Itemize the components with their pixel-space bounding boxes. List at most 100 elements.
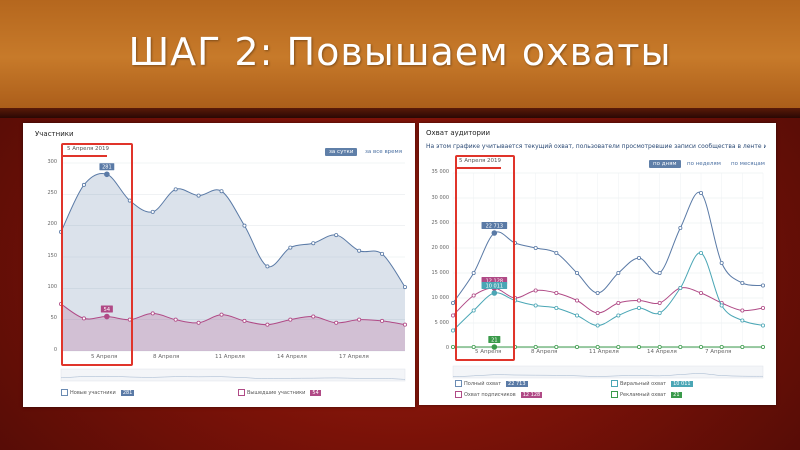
members-chart: 281 54 xyxy=(59,162,407,382)
x-tick: 7 Апреля xyxy=(705,349,732,355)
value-badge-text: 21 xyxy=(491,337,497,343)
legend-label: Вышедшие участники xyxy=(247,389,306,396)
members-chart-panel: 281 54 Участники 5 Апреля 2019 за сутки з… xyxy=(23,123,415,407)
legend-badge: 281 xyxy=(120,389,135,396)
legend-viral-reach[interactable]: Виральный охват 10 011 xyxy=(611,380,693,387)
data-point xyxy=(740,318,745,323)
data-point xyxy=(698,191,703,196)
data-point xyxy=(574,344,579,349)
checkbox-icon[interactable] xyxy=(611,391,618,398)
checkbox-icon[interactable] xyxy=(61,389,68,396)
reach-btn-months[interactable]: по месяцам xyxy=(731,161,765,167)
data-point xyxy=(265,322,270,327)
data-point xyxy=(636,255,641,260)
data-point xyxy=(760,305,765,310)
data-point xyxy=(595,310,600,315)
y-tick: 150 xyxy=(47,253,57,259)
x-tick: 8 Апреля xyxy=(531,349,558,355)
checkbox-icon[interactable] xyxy=(238,389,245,396)
legend-subscribers-reach[interactable]: Охват подписчиков 12 128 xyxy=(455,391,543,398)
data-point xyxy=(451,313,456,318)
legend-total-reach[interactable]: Полный охват 22 713 xyxy=(455,380,528,387)
data-point xyxy=(451,328,456,333)
reach-chart-title: Охват аудитории xyxy=(426,129,491,137)
data-point xyxy=(740,344,745,349)
legend-label: Охват подписчиков xyxy=(464,391,516,398)
series-line xyxy=(452,287,764,316)
data-point xyxy=(574,313,579,318)
data-point xyxy=(173,187,178,192)
members-btn-daily[interactable]: за сутки xyxy=(325,148,358,156)
members-btn-alltime[interactable]: за все время xyxy=(365,149,403,155)
data-point xyxy=(533,288,538,293)
x-tick: 17 Апреля xyxy=(339,354,369,360)
y-tick: 50 xyxy=(50,315,57,321)
data-point xyxy=(678,226,683,231)
y-tick: 0 xyxy=(445,345,449,351)
data-point xyxy=(719,303,724,308)
reach-btn-days[interactable]: по дням xyxy=(649,160,681,168)
data-point xyxy=(288,317,293,322)
value-badge-bg xyxy=(481,282,508,289)
legend-label: Новые участники xyxy=(70,389,116,396)
data-point xyxy=(242,223,247,228)
value-badge-bg xyxy=(488,336,501,343)
checkbox-icon[interactable] xyxy=(455,391,462,398)
data-point xyxy=(636,305,641,310)
data-point xyxy=(533,246,538,251)
data-point xyxy=(533,344,538,349)
data-point xyxy=(288,245,293,250)
data-point xyxy=(595,290,600,295)
data-point xyxy=(616,344,621,349)
x-tick: 5 Апреля xyxy=(475,349,502,355)
legend-label: Виральный охват xyxy=(620,380,667,387)
legend-new-members[interactable]: Новые участники 281 xyxy=(61,389,135,396)
data-point xyxy=(719,344,724,349)
data-point xyxy=(636,344,641,349)
data-point xyxy=(104,313,110,320)
y-tick: 10 000 xyxy=(431,295,450,301)
data-point xyxy=(533,303,538,308)
navigator-line xyxy=(452,373,764,377)
value-badge: 54 xyxy=(100,305,113,313)
data-point xyxy=(491,290,498,296)
data-point xyxy=(471,293,476,298)
data-point xyxy=(595,323,600,328)
data-point xyxy=(491,230,498,236)
value-badge-bg xyxy=(99,163,115,171)
y-tick: 300 xyxy=(47,159,57,165)
checkbox-icon[interactable] xyxy=(455,380,462,387)
value-badge-text: 12 128 xyxy=(486,278,504,284)
series-line xyxy=(60,172,406,288)
x-tick: 14 Апреля xyxy=(647,349,677,355)
series-area xyxy=(61,304,405,351)
data-point xyxy=(150,311,155,316)
legend-badge: 54 xyxy=(310,389,321,396)
highlight-box xyxy=(455,155,515,361)
data-point xyxy=(219,189,224,194)
data-point xyxy=(698,290,703,295)
x-tick: 11 Апреля xyxy=(589,349,619,355)
data-point xyxy=(451,300,456,305)
y-tick: 15 000 xyxy=(431,270,450,276)
legend-badge: 21 xyxy=(671,391,682,398)
data-point xyxy=(311,314,316,319)
data-point xyxy=(196,320,201,325)
legend-ad-reach[interactable]: Рекламный охват 21 xyxy=(611,391,682,398)
members-date-label: 5 Апреля 2019 xyxy=(67,146,110,152)
members-chart-title: Участники xyxy=(35,130,74,138)
data-point xyxy=(698,250,703,255)
data-point xyxy=(357,317,362,322)
checkbox-icon[interactable] xyxy=(611,380,618,387)
data-point xyxy=(196,193,201,198)
data-point xyxy=(657,270,662,275)
value-badge: 10 011 xyxy=(481,282,508,289)
legend-left-members[interactable]: Вышедшие участники 54 xyxy=(238,389,321,396)
data-point xyxy=(104,171,110,178)
y-tick: 0 xyxy=(53,347,57,353)
legend-badge: 22 713 xyxy=(506,380,528,387)
data-point xyxy=(402,322,407,327)
data-point xyxy=(311,241,316,246)
reach-btn-weeks[interactable]: по неделям xyxy=(687,161,721,167)
